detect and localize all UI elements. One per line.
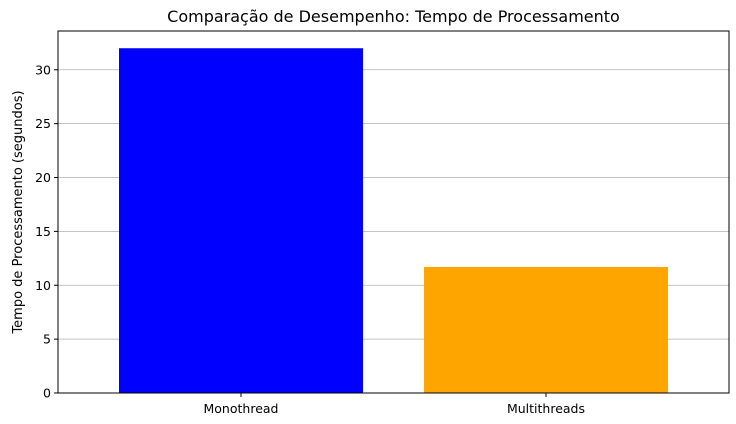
y-tick-label: 30 bbox=[35, 62, 51, 77]
y-tick-label: 10 bbox=[35, 278, 51, 293]
x-tick-label: Multithreads bbox=[507, 401, 585, 416]
x-tick-label: Monothread bbox=[204, 401, 279, 416]
bars-layer bbox=[119, 48, 668, 393]
x-ticks: Monothread Multithreads bbox=[204, 393, 585, 416]
bar-monothread bbox=[119, 48, 363, 393]
y-tick-label: 25 bbox=[35, 116, 51, 131]
y-tick-label: 20 bbox=[35, 170, 51, 185]
y-tick-label: 15 bbox=[35, 224, 51, 239]
y-axis-label: Tempo de Processamento (segundos) bbox=[11, 90, 26, 334]
bar-multithreads bbox=[424, 266, 668, 393]
y-tick-label: 5 bbox=[43, 332, 51, 347]
chart-title: Comparação de Desempenho: Tempo de Proce… bbox=[167, 7, 620, 26]
axes-frame bbox=[57, 30, 730, 394]
y-tick-label: 0 bbox=[43, 386, 51, 401]
y-ticks: 0 5 10 15 20 25 30 bbox=[35, 62, 58, 401]
